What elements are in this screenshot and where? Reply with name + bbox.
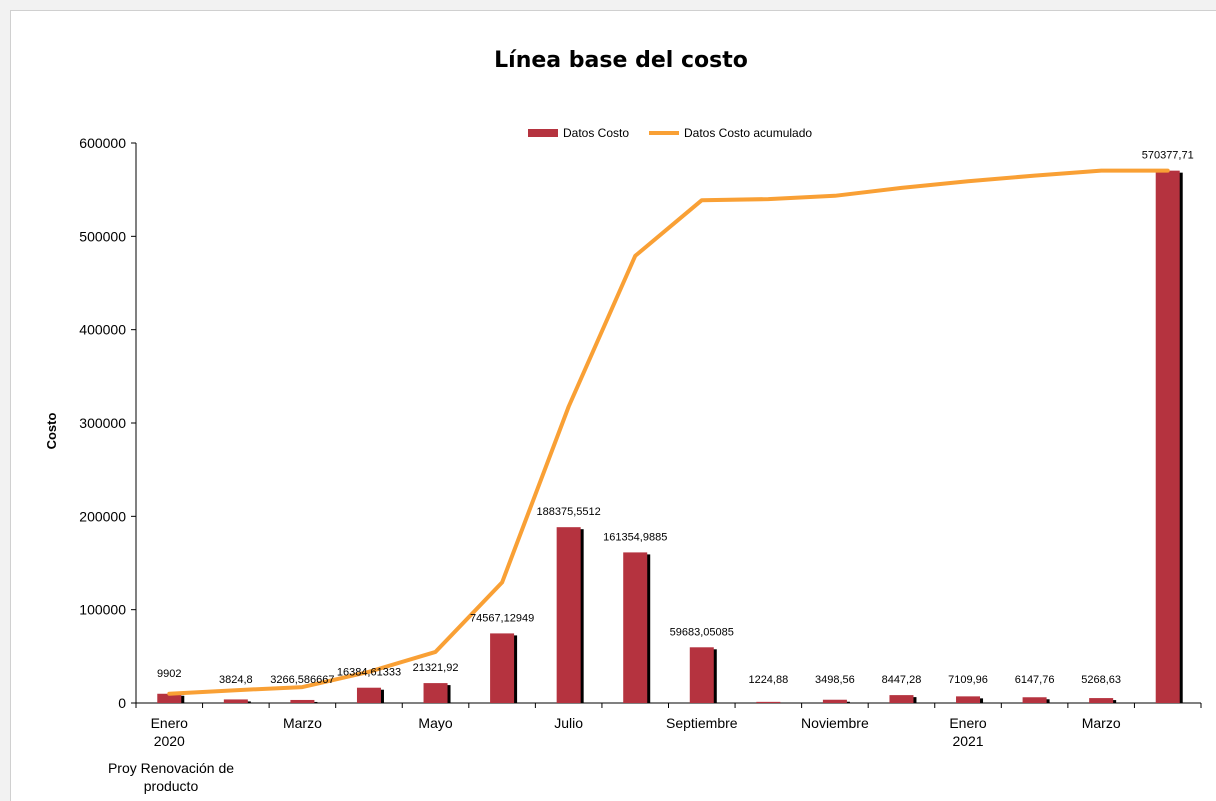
x-axis-label-line2: producto [144,778,199,794]
y-tick-label: 600000 [79,135,126,151]
bar [556,527,581,703]
bar [1089,698,1114,703]
y-axis-label: Costo [44,413,59,450]
data-label: 6147,76 [1015,674,1055,686]
x-tick-label: Mayo [418,715,452,731]
bar [490,633,515,703]
bar [689,647,714,703]
data-label: 7109,96 [948,674,988,686]
x-tick-label: Julio [554,715,583,731]
bar-series [157,170,1183,704]
bar [1022,697,1047,703]
bar [356,687,381,703]
y-tick-label: 200000 [79,508,126,524]
data-label: 16384,61333 [337,667,401,679]
bar [290,699,315,703]
line-series [167,168,1170,696]
data-label: 74567,12949 [470,612,534,624]
bar [956,696,981,703]
y-tick-label: 400000 [79,322,126,338]
bar [889,695,914,703]
x-tick-label: 2021 [952,733,983,749]
y-tick-label: 300000 [79,415,126,431]
x-tick-label: Enero [151,715,189,731]
data-label: 8447,28 [882,674,922,686]
axes: 0 100000 200000 300000 400000 500000 600000 Ene… [79,135,1202,749]
bar [223,699,248,703]
legend: Datos Costo Datos Costo acumulado [528,126,812,140]
chart-area: Línea base del costo Costo Datos Costo Da… [10,10,1216,801]
data-label: 3266,586667 [270,674,334,686]
x-tick-label: Marzo [283,715,322,731]
x-axis-label-line1: Proy Renovación de [108,760,234,776]
data-label: 3824,8 [219,674,253,686]
chart-title: Línea base del costo [494,48,748,73]
x-tick-label: Septiembre [666,715,738,731]
cumulative-line [167,168,1170,696]
y-tick-label: 500000 [79,228,126,244]
bar [157,693,182,703]
data-label: 161354,9885 [603,531,667,543]
legend-swatch-bar [528,129,558,137]
bar [1155,170,1180,704]
data-label: 21321,92 [413,662,459,674]
bar [623,552,648,703]
data-label: 1224,88 [748,674,788,686]
data-label: 3498,56 [815,674,855,686]
y-tick-label: 100000 [79,602,126,618]
y-tick-label: 0 [118,695,126,711]
data-label: 5268,63 [1081,674,1121,686]
data-label: 9902 [157,668,181,680]
x-tick-label: 2020 [154,733,185,749]
x-tick-label: Noviembre [801,715,869,731]
data-label: 59683,05085 [670,626,734,638]
bar [756,701,781,703]
chart-svg: Línea base del costo Costo Datos Costo Da… [44,48,1202,794]
bar [822,699,847,703]
x-tick-label: Enero [949,715,987,731]
x-tick-label: Marzo [1082,715,1121,731]
data-label: 570377,71 [1142,150,1194,162]
legend-label-line: Datos Costo acumulado [684,126,812,140]
legend-label-bar: Datos Costo [563,126,629,140]
data-label: 188375,5512 [537,506,601,518]
bar [423,683,448,703]
